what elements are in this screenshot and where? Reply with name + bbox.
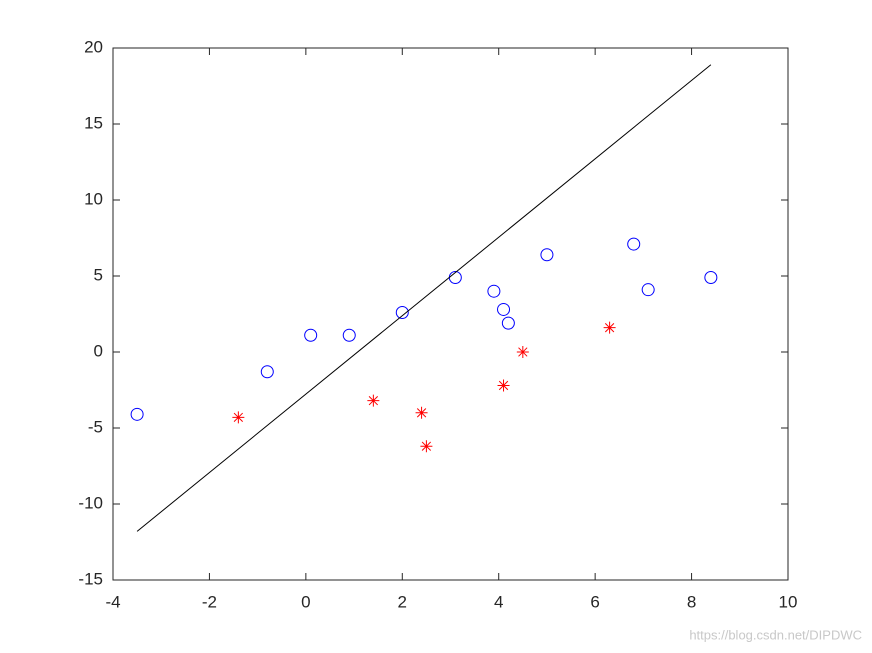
axes-box [112, 47, 789, 581]
point [304, 328, 318, 342]
point [232, 411, 245, 424]
point [487, 284, 501, 298]
point [342, 328, 356, 342]
x-tick-label: 4 [494, 592, 503, 611]
point [704, 271, 718, 285]
point [516, 346, 529, 358]
x-tick-label: 6 [590, 592, 599, 611]
y-tick-label: -5 [88, 417, 103, 436]
y-tick-label: 15 [84, 113, 103, 132]
point [540, 248, 554, 262]
y-tick-label: 5 [94, 265, 103, 284]
y-tick-label: 10 [84, 189, 103, 208]
point [130, 407, 144, 421]
x-tick-label: 8 [687, 592, 696, 611]
watermark: https://blog.csdn.net/DIPDWC [689, 627, 862, 642]
point [627, 237, 641, 251]
x-tick-label: 10 [779, 592, 798, 611]
y-tick-label: 0 [94, 341, 103, 360]
point [260, 365, 274, 379]
y-tick-label: 20 [84, 37, 103, 56]
point [501, 316, 515, 330]
point [367, 394, 380, 407]
point [415, 406, 428, 419]
point [497, 379, 510, 392]
point [603, 321, 616, 334]
fit-line [136, 64, 712, 532]
x-tick-label: 2 [398, 592, 407, 611]
point [497, 302, 511, 316]
point [395, 305, 409, 319]
x-tick-label: -4 [105, 592, 120, 611]
x-tick-label: 0 [301, 592, 310, 611]
x-tick-label: -2 [202, 592, 217, 611]
y-tick-label: -10 [78, 493, 103, 512]
point [641, 283, 655, 297]
point [420, 440, 433, 453]
y-tick-label: -15 [78, 569, 103, 588]
